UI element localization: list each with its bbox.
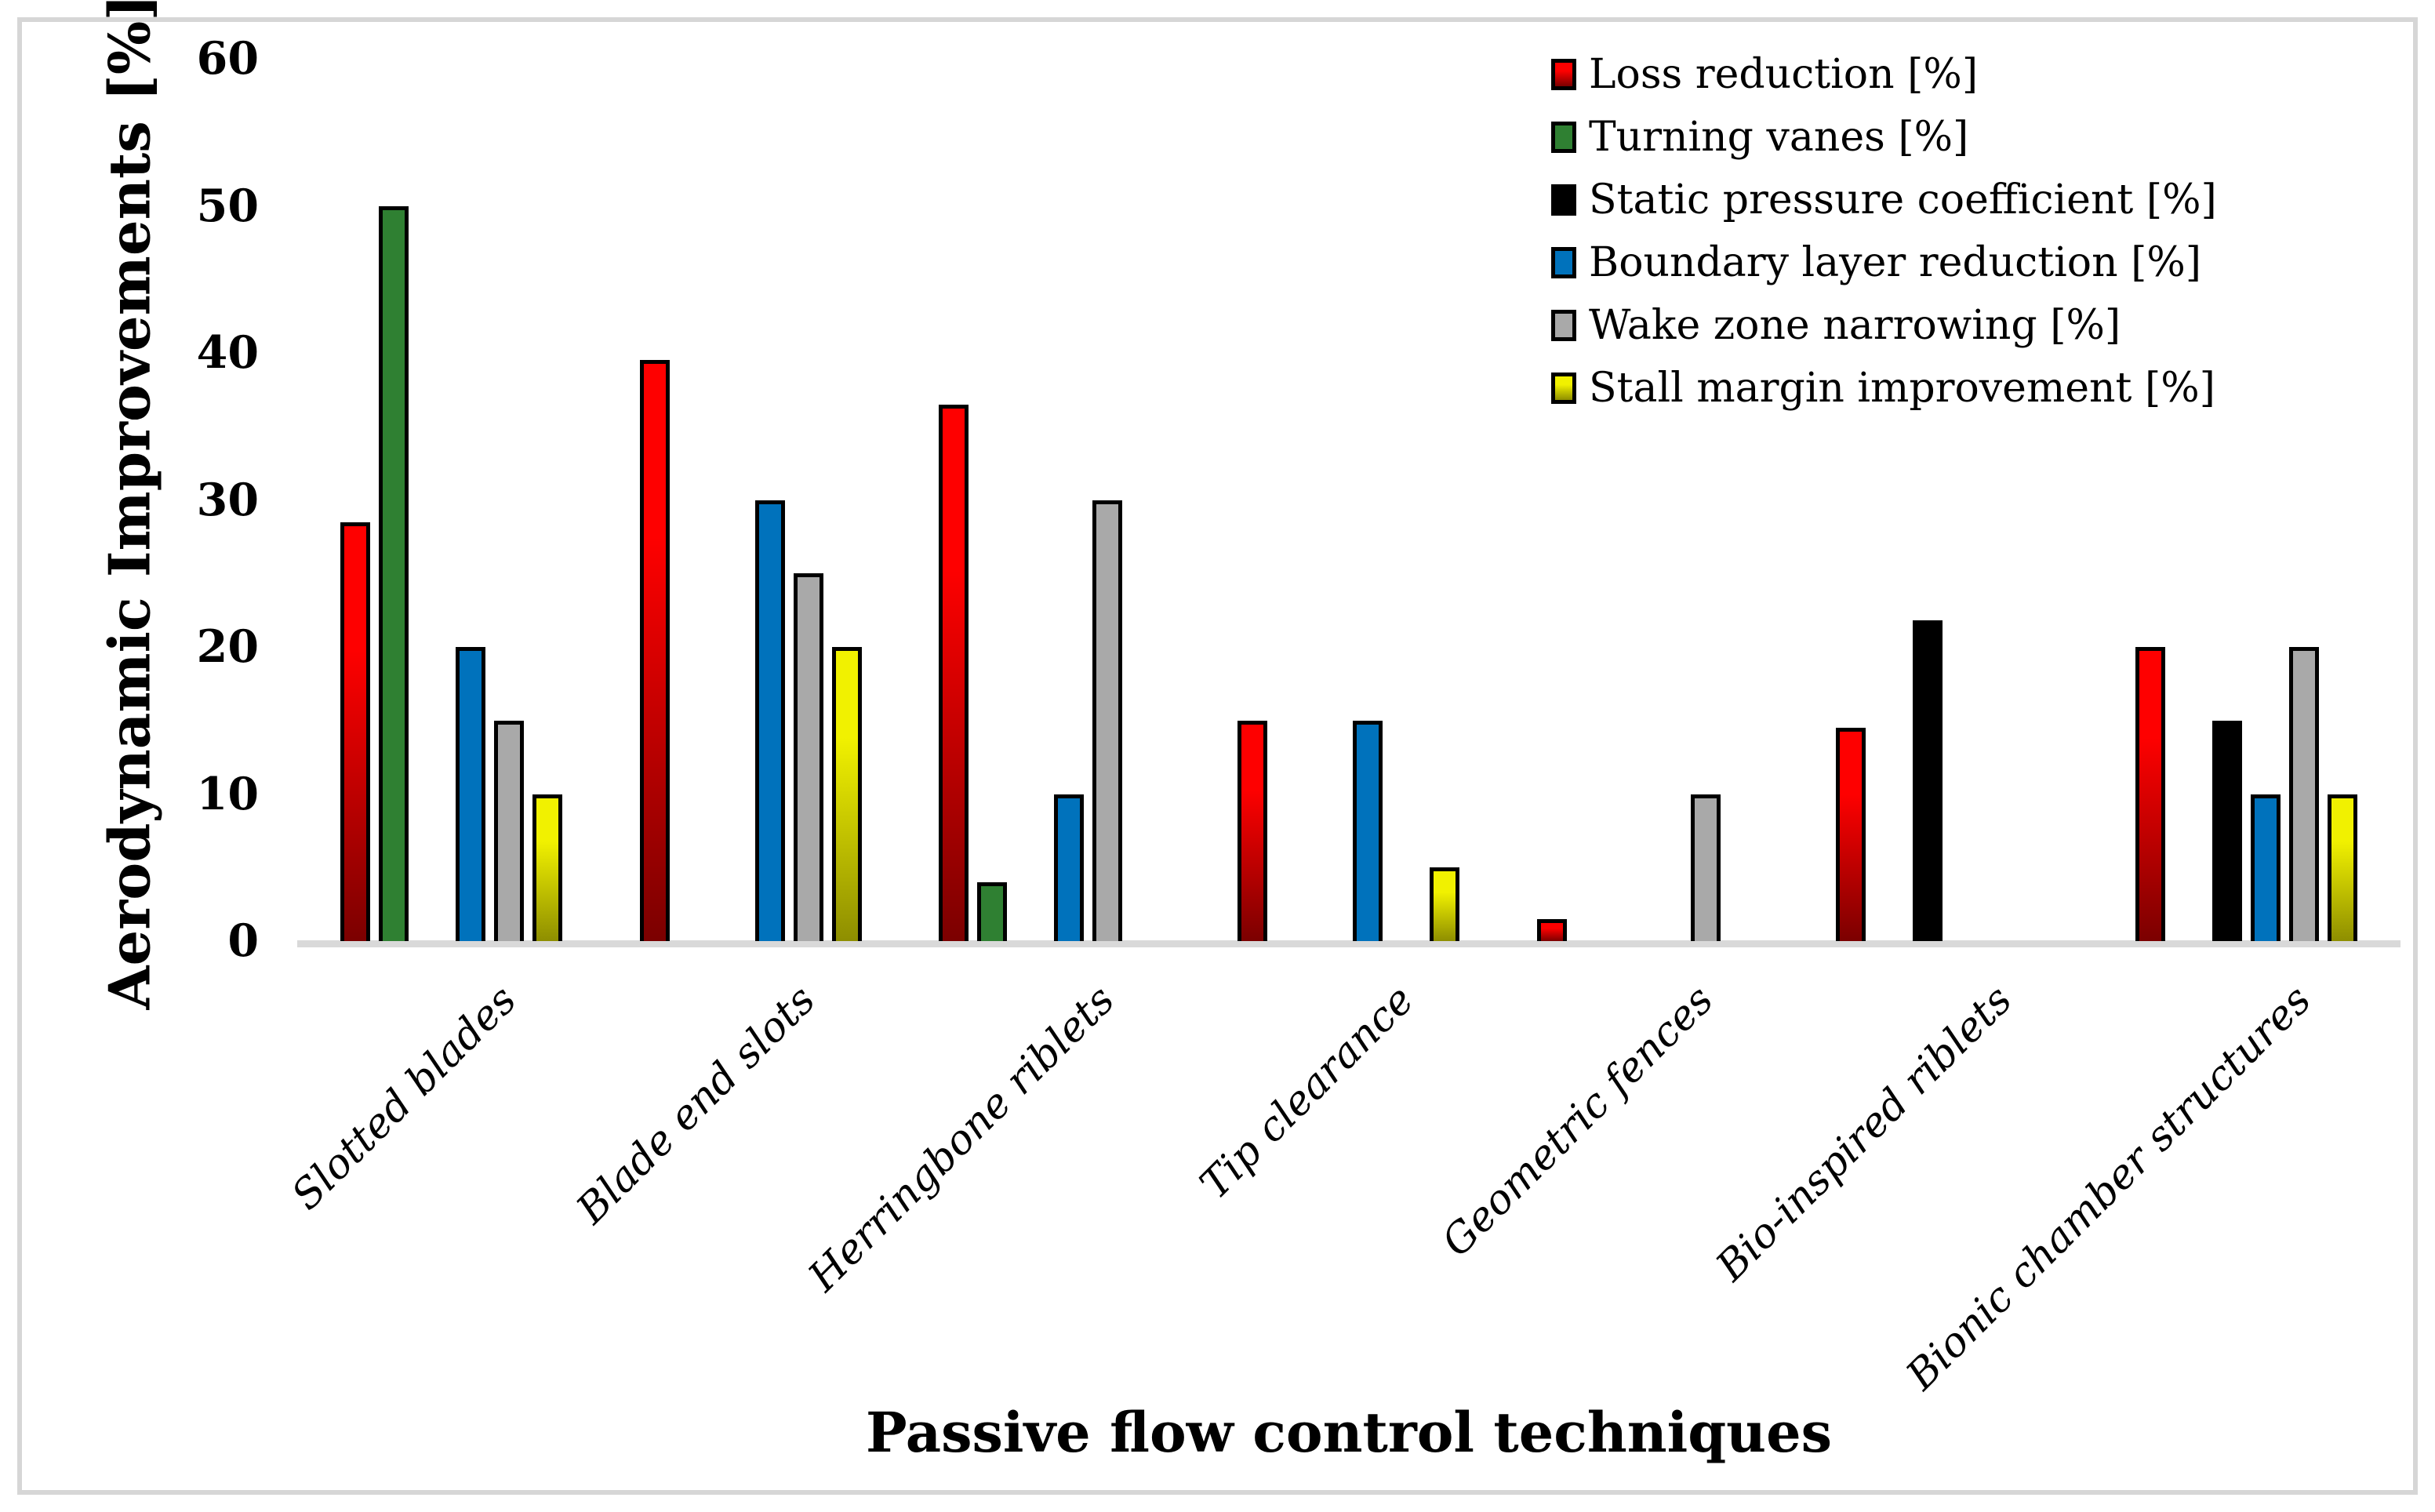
x-axis-title: Passive flow control techniques <box>865 1400 1833 1465</box>
category-label: Geometric fences <box>1433 976 1723 1267</box>
bar-group <box>2097 59 2396 941</box>
bar-group <box>1199 59 1498 941</box>
legend-label: Turning vanes [%] <box>1589 114 1969 161</box>
bar <box>456 647 486 941</box>
bar <box>977 882 1008 941</box>
bar <box>1054 794 1085 941</box>
bar <box>831 647 862 941</box>
legend-item: Turning vanes [%] <box>1551 106 2217 169</box>
y-tick-label: 10 <box>196 767 259 820</box>
bar <box>939 404 969 941</box>
legend-item: Loss reduction [%] <box>1551 43 2217 106</box>
bar-groups <box>302 59 2396 941</box>
legend-label: Loss reduction [%] <box>1589 51 1979 98</box>
bar <box>754 500 785 941</box>
bar <box>2135 647 2165 941</box>
bar <box>1913 620 1943 941</box>
category-label: Tip clearance <box>1191 976 1423 1209</box>
y-tick-label: 50 <box>196 179 259 232</box>
bar <box>1430 867 1460 941</box>
legend-swatch-icon <box>1551 184 1576 216</box>
bar <box>2250 794 2281 941</box>
legend-label: Stall margin improvement [%] <box>1589 365 2215 412</box>
bar <box>793 573 823 941</box>
legend: Loss reduction [%] Turning vanes [%] Stati… <box>1551 43 2217 420</box>
bar-group <box>1797 59 2096 941</box>
category-label: Herringbone riblets <box>799 976 1125 1301</box>
legend-item: Static pressure coefficient [%] <box>1551 169 2217 231</box>
y-tick-label: 40 <box>196 326 259 379</box>
bar <box>2327 794 2357 941</box>
bar <box>1690 794 1721 941</box>
legend-item: Wake zone narrowing [%] <box>1551 294 2217 357</box>
bar-group <box>900 59 1199 941</box>
bar <box>1092 500 1123 941</box>
legend-item: Boundary layer reduction [%] <box>1551 231 2217 294</box>
y-tick-label: 60 <box>196 32 259 85</box>
y-tick-label: 30 <box>196 473 259 526</box>
bar <box>532 794 563 941</box>
category-label: Bio-inspired riblets <box>1707 976 2022 1291</box>
legend-label: Static pressure coefficient [%] <box>1589 176 2217 224</box>
bar <box>494 720 525 941</box>
bar <box>2288 647 2319 941</box>
legend-swatch-icon <box>1551 59 1576 90</box>
bar-group <box>1499 59 1797 941</box>
bar-group <box>601 59 899 941</box>
bar <box>2211 720 2242 941</box>
bar <box>1536 918 1567 941</box>
y-tick-label: 0 <box>227 914 259 967</box>
x-axis-line <box>297 940 2400 947</box>
bar <box>1836 728 1866 941</box>
bar <box>340 522 371 941</box>
category-label: Slotted blades <box>282 976 526 1219</box>
bar <box>1237 720 1268 941</box>
legend-swatch-icon <box>1551 310 1576 341</box>
bar <box>379 205 409 941</box>
legend-item: Stall margin improvement [%] <box>1551 357 2217 420</box>
legend-swatch-icon <box>1551 247 1576 278</box>
legend-swatch-icon <box>1551 122 1576 153</box>
legend-swatch-icon <box>1551 373 1576 404</box>
bar <box>639 360 670 941</box>
y-tick-label: 20 <box>196 620 259 673</box>
legend-label: Boundary layer reduction [%] <box>1589 239 2202 286</box>
bar <box>1353 720 1383 941</box>
bar-group <box>302 59 601 941</box>
category-label: Blade end slots <box>568 976 825 1234</box>
plot-area: 0 10 20 30 40 50 60 <box>197 36 2400 963</box>
legend-label: Wake zone narrowing [%] <box>1589 302 2121 349</box>
